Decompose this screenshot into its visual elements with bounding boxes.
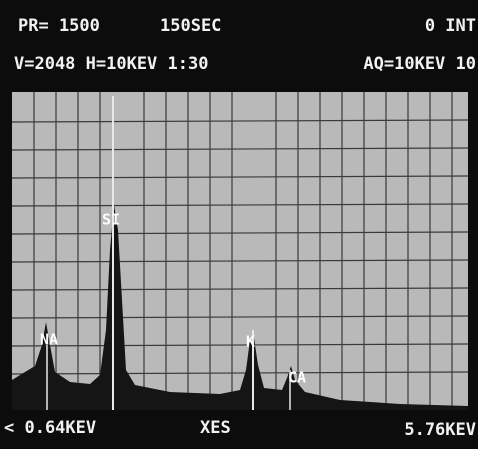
footer-text: < 0.64KEV: [4, 418, 96, 438]
header-text: AQ=10KEV 10: [363, 54, 476, 74]
header-text: 0 INT: [425, 16, 476, 36]
footer-text: XES: [200, 418, 231, 438]
screen: PR= 1500 150SEC 0 INT V=2048 H=10KEV 1:3…: [0, 0, 478, 449]
footer-text: 5.76KEV: [404, 420, 476, 440]
header-text: PR= 1500: [18, 16, 100, 36]
peak-label: CA: [288, 369, 306, 387]
peak-label: SI: [102, 211, 120, 229]
header-text: V=2048 H=10KEV 1:30: [14, 54, 208, 74]
plot-area: [12, 92, 468, 410]
header-text: 150SEC: [160, 16, 221, 36]
peak-label: K: [246, 333, 255, 351]
peak-label: NA: [40, 331, 58, 349]
